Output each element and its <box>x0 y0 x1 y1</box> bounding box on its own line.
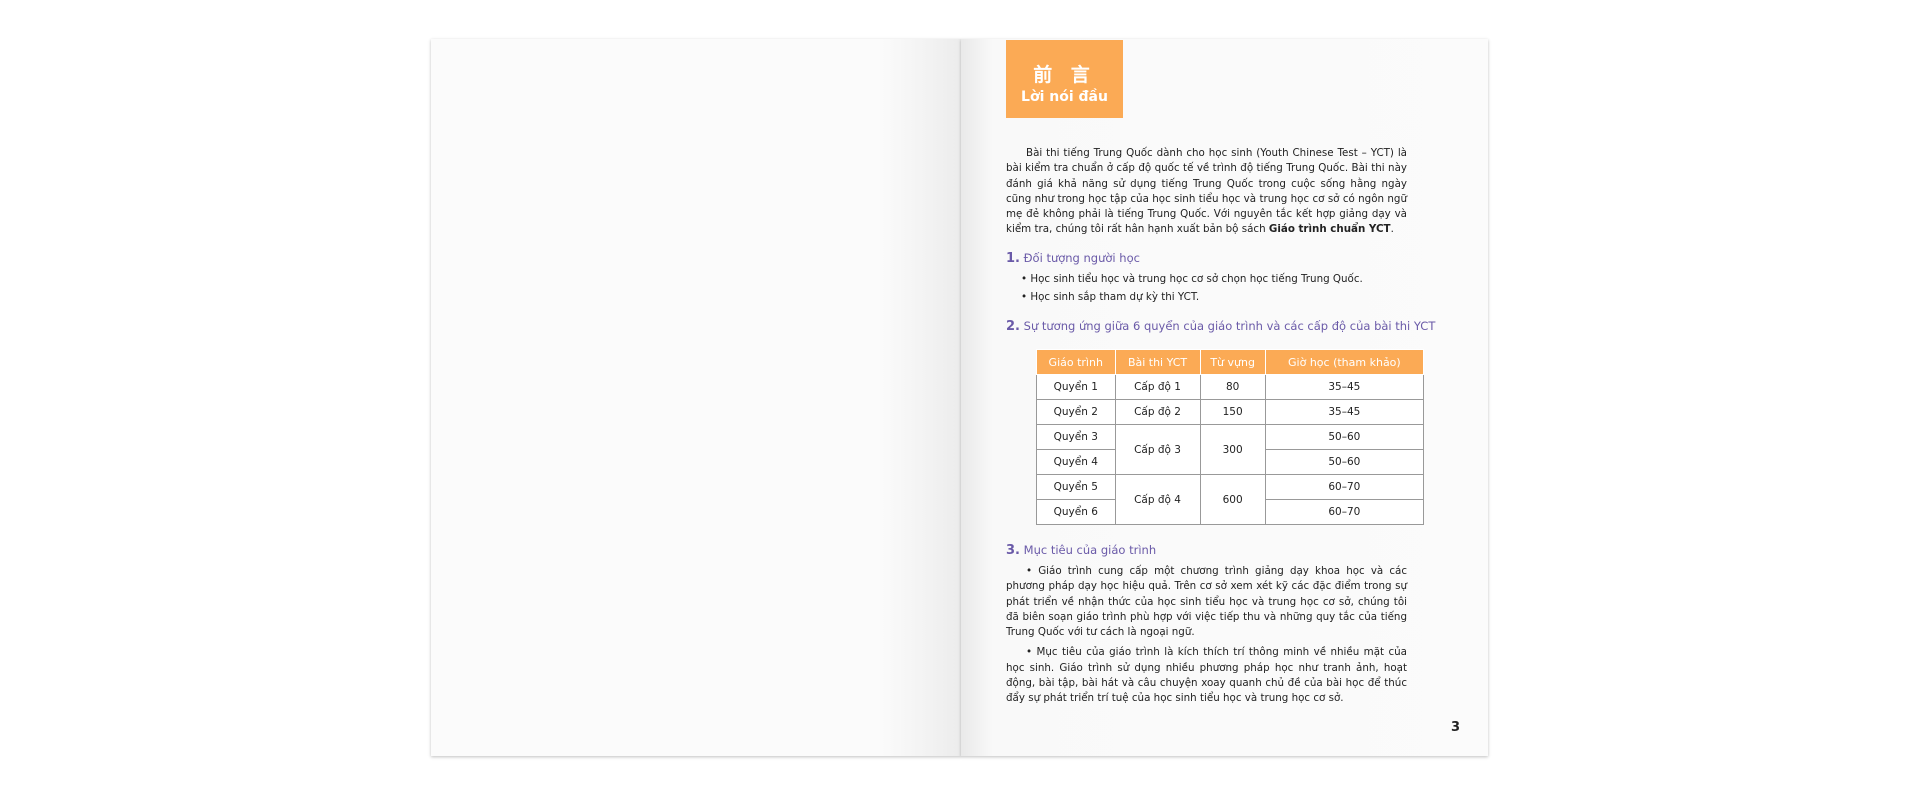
intro-paragraph: Bài thi tiếng Trung Quốc dành cho học si… <box>1006 147 1407 236</box>
paragraph: • Giáo trình cung cấp một chương trình g… <box>1006 565 1407 639</box>
header-cell: Giáo trình <box>1036 349 1116 375</box>
cell: Quyển 5 <box>1036 474 1116 500</box>
chinese-title: 前 言 <box>1033 64 1096 86</box>
table-row: Quyển 2 Cấp độ 2 150 35–45 <box>1036 399 1425 425</box>
cell: Quyển 1 <box>1036 374 1116 400</box>
cell: 150 <box>1199 399 1266 425</box>
preface-badge: 前 言 Lời nói đầu <box>1006 40 1123 118</box>
table-header: Giáo trình Bài thi YCT Từ vựng Giờ học (… <box>1036 349 1425 375</box>
header-cell: Từ vựng <box>1199 349 1266 375</box>
table-row: Quyển 5 Cấp độ 4 600 60–70 <box>1036 474 1425 525</box>
cell: Quyển 6 <box>1036 499 1116 525</box>
page-number: 3 <box>1451 720 1461 735</box>
cell: 600 <box>1199 474 1266 525</box>
header-cell: Bài thi YCT <box>1114 349 1201 375</box>
cell: Cấp độ 2 <box>1114 399 1201 425</box>
paragraph: • Mục tiêu của giáo trình là kích thích … <box>1006 646 1407 705</box>
cell: 60–70 <box>1264 499 1425 525</box>
cell: Quyển 3 <box>1036 424 1116 450</box>
cell: 300 <box>1199 424 1266 475</box>
header-cell: Giờ học (tham khảo) <box>1264 349 1425 375</box>
cell: 50–60 <box>1264 449 1425 475</box>
table-row: Quyển 4 50–60 <box>1036 449 1425 475</box>
audience-list: Học sinh tiểu học và trung học cơ sở chọ… <box>1021 270 1363 306</box>
section-2-heading: 2. Sự tương ứng giữa 6 quyển của giáo tr… <box>1006 319 1436 334</box>
cell: Quyển 2 <box>1036 399 1116 425</box>
cell: Quyển 4 <box>1036 449 1116 475</box>
cell: 35–45 <box>1264 374 1425 400</box>
table-row: Quyển 6 60–70 <box>1036 499 1425 525</box>
section-3-heading: 3. Mục tiêu của giáo trình <box>1006 543 1157 558</box>
right-page: 前 言 Lời nói đầu Bài thi tiếng Trung Quốc… <box>961 39 1488 756</box>
cell: 50–60 <box>1264 424 1425 450</box>
goals-text: • Giáo trình cung cấp một chương trình g… <box>1006 564 1407 707</box>
cell: Cấp độ 4 <box>1114 474 1201 525</box>
list-item: Học sinh tiểu học và trung học cơ sở chọ… <box>1021 270 1362 288</box>
section-1-heading: 1. Đối tượng người học <box>1006 251 1140 266</box>
table-row: Quyển 1 Cấp độ 1 80 35–45 <box>1036 374 1425 400</box>
cell: 80 <box>1199 374 1266 400</box>
correspondence-table: Giáo trình Bài thi YCT Từ vựng Giờ học (… <box>1036 349 1425 525</box>
table-row: Quyển 3 Cấp độ 3 300 50–60 <box>1036 424 1425 475</box>
list-item: Học sinh sắp tham dự kỳ thi YCT. <box>1021 288 1363 306</box>
cell: 35–45 <box>1264 399 1425 425</box>
left-page-blank <box>431 39 961 756</box>
cell: Cấp độ 1 <box>1114 374 1201 400</box>
page-title: Lời nói đầu <box>1021 89 1108 105</box>
cell: Cấp độ 3 <box>1114 424 1201 475</box>
cell: 60–70 <box>1264 474 1425 500</box>
